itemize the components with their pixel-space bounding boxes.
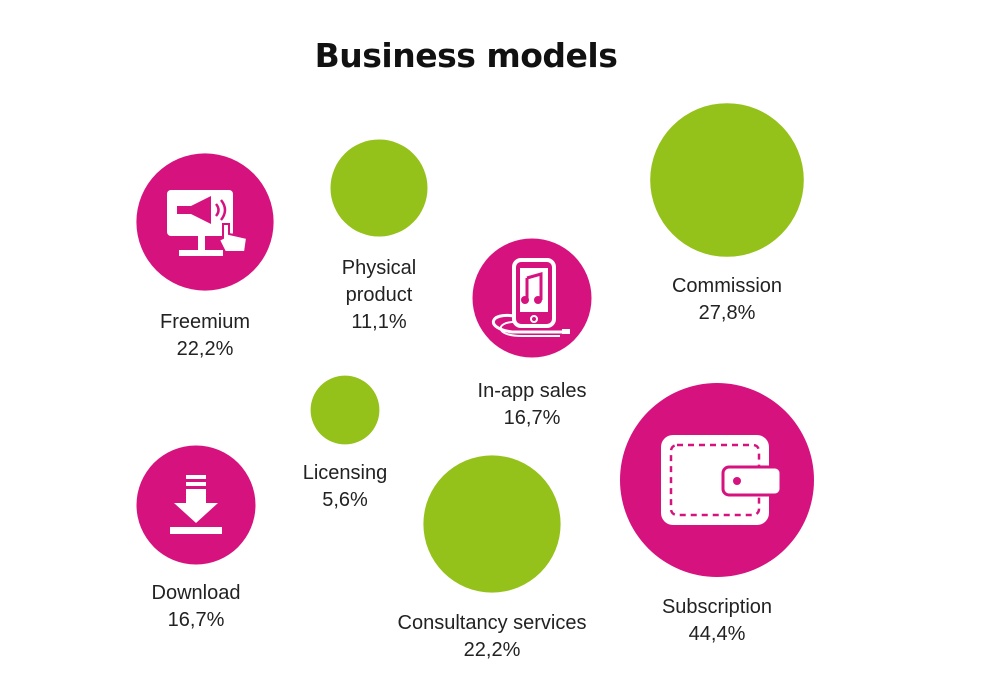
bubble-value-subscription: 44,4% xyxy=(689,623,746,645)
bubble-value-commission: 27,8% xyxy=(699,302,756,324)
bubble-value-physical-product: 11,1% xyxy=(351,311,406,333)
bubble-value-licensing: 5,6% xyxy=(322,489,368,511)
bubble-value-freemium: 22,2% xyxy=(177,338,234,360)
chart-title: Business models xyxy=(314,36,618,75)
bubble-value-download: 16,7% xyxy=(168,609,225,631)
bubble-value-in-app-sales: 16,7% xyxy=(504,407,561,429)
bubble-label-download: Download xyxy=(152,582,241,604)
bubble-label-licensing: Licensing xyxy=(303,462,388,484)
bubble-consultancy-services xyxy=(423,455,561,593)
bubble-label-in-app-sales: In-app sales xyxy=(478,380,587,402)
bubble-physical-product xyxy=(330,139,428,237)
bubble-label-physical-product-2: product xyxy=(346,284,413,306)
bubble-label-physical-product-1: Physical xyxy=(342,257,416,279)
bubble-value-consultancy-services: 22,2% xyxy=(464,639,521,661)
bubble-licensing xyxy=(310,375,380,445)
bubble-label-freemium: Freemium xyxy=(160,311,250,333)
bubble-label-subscription: Subscription xyxy=(662,596,772,618)
billboard-megaphone-icon xyxy=(167,190,249,256)
wallet-icon xyxy=(661,435,783,525)
bubble-label-commission: Commission xyxy=(672,275,782,297)
bubble-label-consultancy-services: Consultancy services xyxy=(398,612,587,634)
download-arrow-icon xyxy=(170,475,222,534)
bubble-commission xyxy=(650,103,804,257)
phone-music-icon xyxy=(491,258,570,337)
